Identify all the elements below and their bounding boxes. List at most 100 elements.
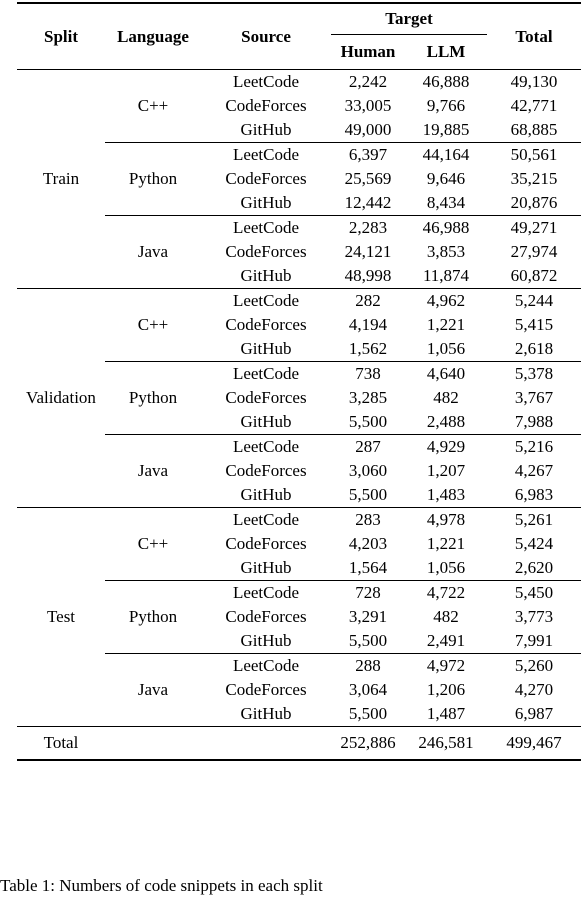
table-row: GitHub 5,500 2,491 7,991 — [17, 629, 581, 654]
human-count-cell: 25,569 — [344, 169, 392, 188]
table-row: GitHub 12,442 8,434 20,876 — [17, 191, 581, 216]
total-count-cell: 3,767 — [514, 388, 554, 407]
source-cell: CodeForces — [225, 680, 307, 699]
table-row: Validation C++ LeetCode 282 4,962 5,244 — [17, 288, 581, 508]
source-cell: GitHub — [240, 704, 292, 723]
total-count-cell: 42,771 — [510, 96, 558, 115]
total-count-cell: 49,130 — [487, 69, 581, 94]
source-cell: CodeForces — [225, 607, 307, 626]
source-cell: GitHub — [240, 266, 292, 285]
language-label: Java — [105, 653, 201, 727]
language-label: Python — [105, 361, 201, 435]
human-count-cell: 12,442 — [344, 193, 392, 212]
total-count-cell: 6,983 — [514, 485, 554, 504]
llm-count-cell: 1,221 — [426, 534, 466, 553]
source-cell: GitHub — [240, 631, 292, 650]
header-human: Human — [340, 42, 396, 61]
human-count-cell: 5,500 — [348, 631, 388, 650]
llm-count-cell: 8,434 — [426, 193, 466, 212]
human-count-cell: 738 — [331, 361, 405, 386]
llm-count-cell: 2,491 — [426, 631, 466, 650]
human-count-cell: 3,064 — [348, 680, 388, 699]
human-count-cell: 6,397 — [331, 142, 405, 167]
human-count-cell: 1,562 — [348, 339, 388, 358]
total-count-cell: 6,987 — [514, 704, 554, 723]
header-row: Split Language Source Target Total — [17, 2, 581, 70]
llm-count-cell: 1,056 — [426, 558, 466, 577]
total-count-cell: 5,260 — [487, 653, 581, 678]
table-row: Test C++ LeetCode 283 4,978 5,261 — [17, 507, 581, 727]
total-count-cell: 5,415 — [514, 315, 554, 334]
header-llm: LLM — [426, 42, 466, 61]
table-row: GitHub 5,500 1,483 6,983 — [17, 483, 581, 508]
llm-count-cell: 44,164 — [405, 142, 487, 167]
human-count-cell: 5,500 — [348, 704, 388, 723]
header-total: Total — [487, 2, 581, 70]
language-label: C++ — [105, 507, 201, 581]
human-count-cell: 5,500 — [348, 485, 388, 504]
source-cell: CodeForces — [225, 315, 307, 334]
source-cell: CodeForces — [225, 96, 307, 115]
llm-count-cell: 1,206 — [426, 680, 466, 699]
source-cell: LeetCode — [201, 434, 331, 459]
table-row: CodeForces 25,569 9,646 35,215 — [17, 167, 581, 191]
table-row: Train C++ LeetCode 2,242 46,888 49,130 — [17, 69, 581, 289]
human-count-cell: 287 — [331, 434, 405, 459]
table-row: CodeForces 3,060 1,207 4,267 — [17, 459, 581, 483]
total-count-cell: 7,991 — [514, 631, 554, 650]
header-split: Split — [17, 2, 105, 70]
grand-total-human: 252,886 — [331, 726, 405, 761]
table-row: Java LeetCode 287 4,929 5,216 — [17, 434, 581, 508]
llm-count-cell: 46,988 — [405, 215, 487, 240]
table-row: GitHub 49,000 19,885 68,885 — [17, 118, 581, 143]
table-row: CodeForces 3,291 482 3,773 — [17, 605, 581, 629]
split-label: Train — [17, 69, 105, 289]
grand-total-label: Total — [17, 726, 105, 761]
table-row: CodeForces 4,194 1,221 5,415 — [17, 313, 581, 337]
table-row: Java LeetCode 2,283 46,988 49,271 — [17, 215, 581, 289]
table-row: CodeForces 33,005 9,766 42,771 — [17, 94, 581, 118]
llm-count-cell: 4,929 — [405, 434, 487, 459]
total-count-cell: 4,270 — [514, 680, 554, 699]
table-row: Python LeetCode 728 4,722 5,450 — [17, 580, 581, 654]
human-count-cell: 4,203 — [348, 534, 388, 553]
source-cell: CodeForces — [225, 169, 307, 188]
source-cell: CodeForces — [225, 461, 307, 480]
total-count-cell: 5,244 — [487, 288, 581, 313]
llm-count-cell: 9,766 — [426, 96, 466, 115]
subheader-row: Human LLM — [17, 35, 581, 70]
header-target: Target — [331, 2, 487, 35]
source-cell: LeetCode — [201, 580, 331, 605]
language-label: Python — [105, 142, 201, 216]
total-count-cell: 50,561 — [487, 142, 581, 167]
total-count-cell: 49,271 — [487, 215, 581, 240]
human-count-cell: 4,194 — [348, 315, 388, 334]
source-cell: GitHub — [240, 339, 292, 358]
llm-count-cell: 4,962 — [405, 288, 487, 313]
llm-count-cell: 2,488 — [426, 412, 466, 431]
llm-count-cell: 11,874 — [422, 266, 470, 285]
human-count-cell: 33,005 — [344, 96, 392, 115]
source-cell: LeetCode — [201, 507, 331, 532]
source-cell: LeetCode — [201, 288, 331, 313]
total-count-cell: 2,618 — [514, 339, 554, 358]
empty-cell — [201, 726, 331, 761]
human-count-cell: 288 — [331, 653, 405, 678]
source-cell: GitHub — [240, 193, 292, 212]
source-cell: GitHub — [240, 485, 292, 504]
table-row: CodeForces 3,064 1,206 4,270 — [17, 678, 581, 702]
human-count-cell: 2,242 — [331, 69, 405, 94]
llm-count-cell: 1,207 — [426, 461, 466, 480]
table-row: GitHub 1,564 1,056 2,620 — [17, 556, 581, 581]
source-cell: LeetCode — [201, 653, 331, 678]
total-count-cell: 20,876 — [510, 193, 558, 212]
total-count-cell: 5,424 — [514, 534, 554, 553]
grand-total-llm: 246,581 — [405, 726, 487, 761]
llm-count-cell: 4,640 — [405, 361, 487, 386]
human-count-cell: 48,998 — [344, 266, 392, 285]
language-label: Python — [105, 580, 201, 654]
source-cell: LeetCode — [201, 361, 331, 386]
total-count-cell: 27,974 — [510, 242, 558, 261]
language-label: Java — [105, 215, 201, 289]
